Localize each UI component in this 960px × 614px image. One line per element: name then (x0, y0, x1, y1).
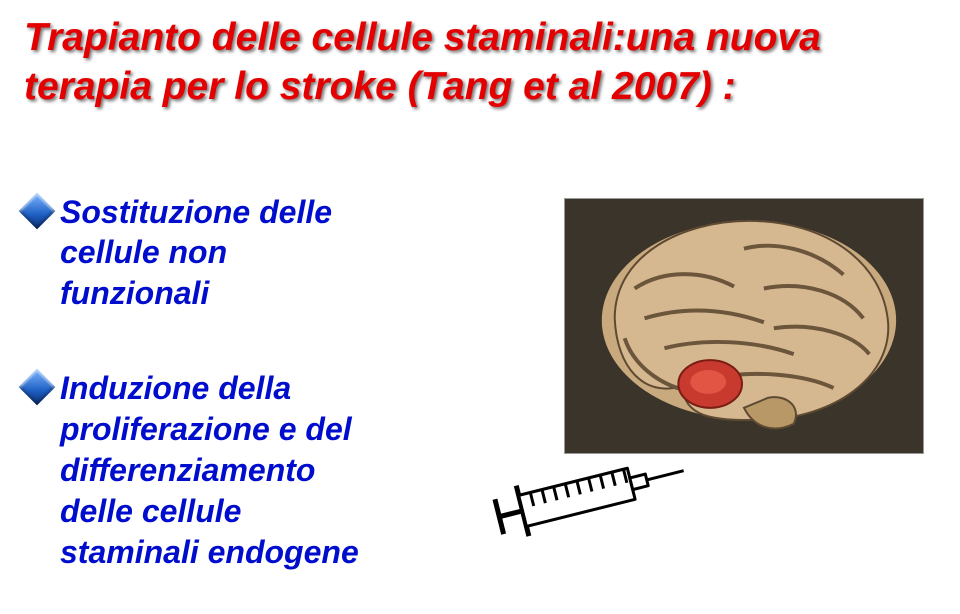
brain-illustration (564, 198, 924, 454)
bullet-line: Induzione della (60, 370, 291, 406)
bullet-list: Sostituzione delle cellule non funzional… (24, 172, 504, 574)
title-line-2: terapia per lo stroke (Tang et al 2007) … (24, 63, 936, 112)
bullet-line: staminali endogene (60, 534, 359, 570)
bullet-item: Induzione della proliferazione e del dif… (24, 368, 504, 573)
diamond-bullet-icon (19, 369, 56, 406)
brain-svg (565, 199, 923, 454)
bullet-text: Sostituzione delle cellule non funzional… (60, 192, 332, 315)
syringe-icon (478, 409, 701, 574)
slide-content: Sostituzione delle cellule non funzional… (0, 112, 960, 574)
diamond-bullet-icon (19, 192, 56, 229)
bullet-text: Induzione della proliferazione e del dif… (60, 368, 359, 573)
bullet-item: Sostituzione delle cellule non funzional… (24, 192, 504, 315)
bullet-line: delle cellule (60, 493, 241, 529)
bullet-line: differenziamento (60, 452, 315, 488)
bullet-line: cellule non (60, 234, 227, 270)
image-region (504, 172, 936, 574)
bullet-line: funzionali (60, 275, 209, 311)
slide-title: Trapianto delle cellule staminali:una nu… (0, 0, 960, 112)
bullet-line: Sostituzione delle (60, 194, 332, 230)
bullet-line: proliferazione e del (60, 411, 352, 447)
title-line-1: Trapianto delle cellule staminali:una nu… (24, 14, 936, 63)
